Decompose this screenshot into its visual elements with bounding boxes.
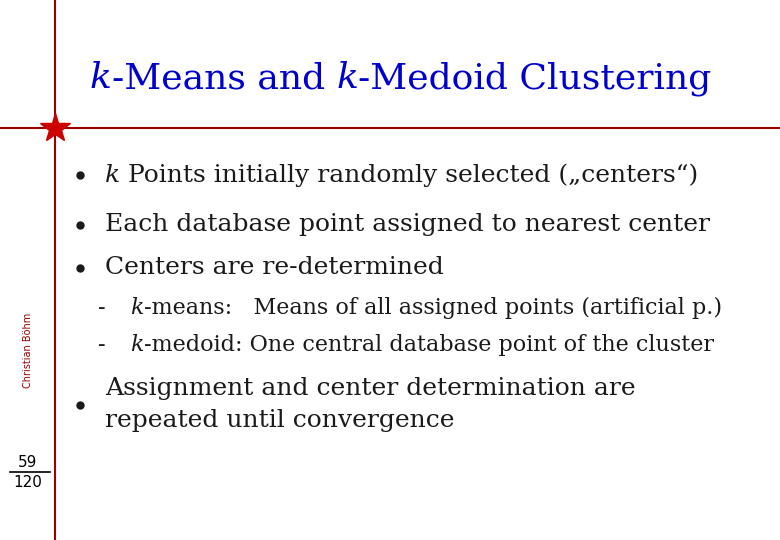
- Text: -Medoid Clustering: -Medoid Clustering: [358, 61, 711, 96]
- Text: Each database point assigned to nearest center: Each database point assigned to nearest …: [105, 213, 710, 237]
- Text: Assignment and center determination are
repeated until convergence: Assignment and center determination are …: [105, 377, 636, 433]
- Text: k: k: [90, 62, 112, 95]
- Text: -means:   Means of all assigned points (artificial p.): -means: Means of all assigned points (ar…: [144, 297, 722, 319]
- Text: 59: 59: [18, 455, 37, 470]
- Text: -: -: [98, 297, 105, 319]
- Text: Points initially randomly selected („centers“): Points initially randomly selected („cen…: [120, 163, 698, 187]
- Text: -: -: [98, 334, 105, 356]
- Text: k: k: [130, 297, 144, 319]
- Text: Christian Böhm: Christian Böhm: [23, 312, 33, 388]
- Text: Centers are re-determined: Centers are re-determined: [105, 256, 444, 280]
- Text: -medoid: One central database point of the cluster: -medoid: One central database point of t…: [144, 334, 714, 356]
- Text: k: k: [336, 62, 358, 95]
- Text: -Means and: -Means and: [112, 62, 336, 95]
- Text: k: k: [130, 334, 144, 356]
- Text: 120: 120: [13, 475, 42, 490]
- Text: k: k: [105, 164, 120, 186]
